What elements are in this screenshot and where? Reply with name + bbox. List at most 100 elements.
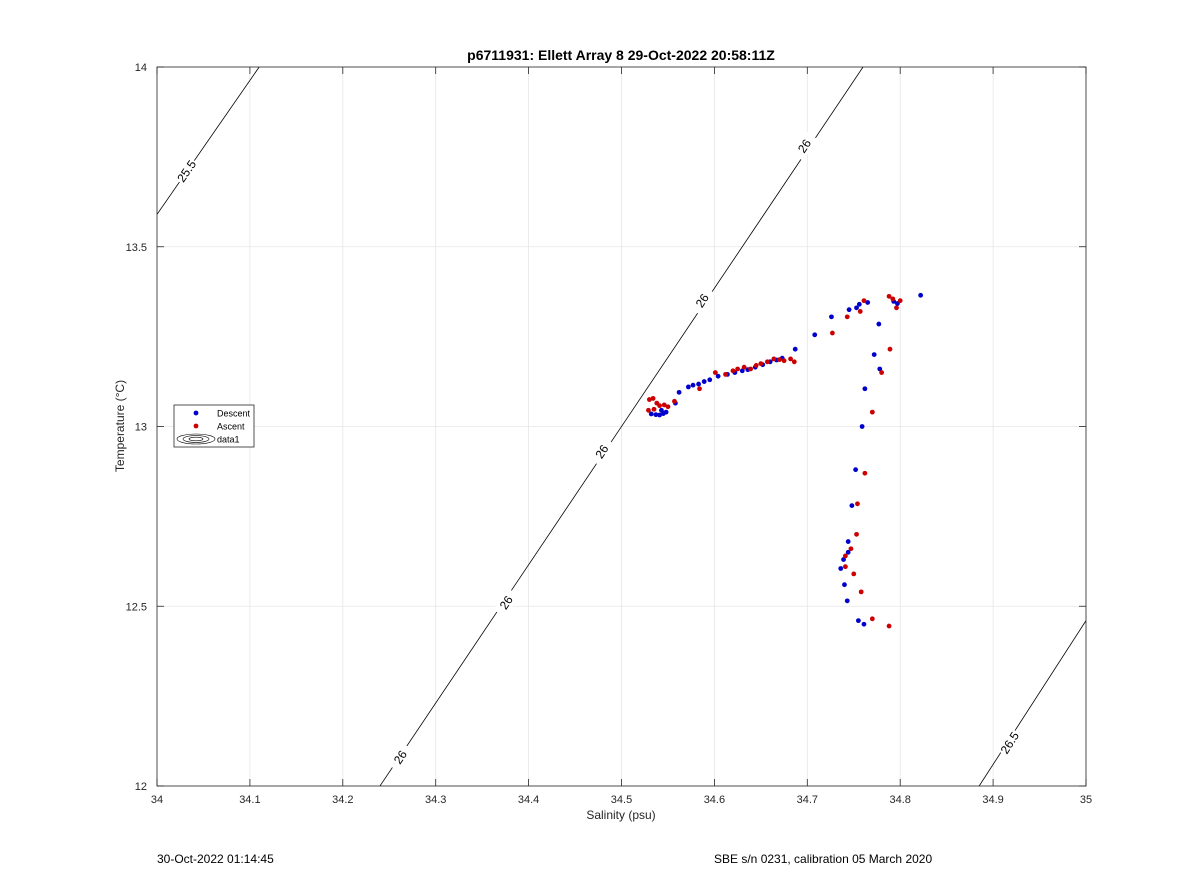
ascent-point	[723, 371, 728, 377]
x-tick-label: 35	[1080, 794, 1092, 806]
contour-label-bg	[689, 285, 716, 316]
descent-point	[838, 566, 844, 571]
ascent-point	[897, 298, 903, 304]
legend-marker-ascent	[193, 423, 199, 429]
x-tick-label: 34.1	[239, 794, 260, 806]
descent-point	[659, 407, 664, 413]
footer-calibration: SBE s/n 0231, calibration 05 March 2020	[714, 852, 933, 866]
ascent-point	[858, 589, 864, 595]
ascent-point	[791, 359, 797, 365]
descent-point	[845, 549, 851, 555]
x-axis-label: Salinity (psu)	[586, 808, 655, 822]
ascent-point	[857, 309, 863, 314]
ascent-point	[651, 406, 657, 412]
ascent-point	[646, 397, 652, 402]
descent-point	[877, 366, 883, 372]
legend-marker-descent	[193, 410, 199, 416]
descent-point	[657, 412, 662, 418]
descent-point	[842, 582, 847, 588]
y-tick-label: 13	[135, 422, 147, 434]
contour-label-bg	[791, 131, 818, 161]
descent-point	[918, 292, 924, 298]
descent-point	[707, 377, 713, 383]
axis-ticks: 34 34.1 34.2 34.3 34.4 34.5 34.6 34.7 34.8 34.9 35…	[126, 62, 1093, 806]
x-tick-label: 34.9	[982, 794, 1003, 806]
ascent-point	[842, 553, 848, 559]
ascent-point	[854, 531, 859, 537]
legend[interactable]: Descent Ascent data1	[173, 404, 255, 448]
ascent-point	[842, 564, 848, 570]
contour-label-bg	[996, 728, 1023, 758]
descent-point	[862, 386, 868, 392]
x-tick-label: 34.7	[797, 794, 818, 806]
chart-title: p6711931: Ellett Array 8 29-Oct-2022 20:…	[467, 47, 775, 63]
contour-label-bg	[387, 742, 414, 772]
ascent-point	[855, 501, 860, 507]
ascent-point	[861, 298, 867, 304]
descent-point	[696, 381, 702, 387]
ascent-point	[771, 356, 777, 362]
descent-point	[739, 368, 745, 374]
descent-point	[829, 314, 834, 320]
density-contour-line	[157, 67, 260, 215]
ascent-point	[890, 296, 896, 302]
descent-point	[855, 618, 861, 624]
descent-point	[648, 411, 654, 417]
ascent-point	[657, 403, 662, 409]
density-contour-line	[379, 67, 864, 786]
contour-label-bg	[493, 587, 520, 618]
descent-point	[861, 621, 867, 627]
descent-point	[854, 305, 859, 311]
ascent-point	[781, 358, 787, 364]
ascent-point	[753, 362, 759, 368]
y-axis-label: Temperature (°C)	[113, 380, 127, 472]
ascent-point	[697, 386, 702, 392]
data-points	[646, 292, 924, 629]
y-tick-label: 12	[135, 781, 147, 793]
y-tick-label: 12.5	[126, 601, 147, 613]
contour-label-bg	[588, 436, 616, 467]
ascent-point	[829, 330, 835, 336]
x-tick-label: 34.4	[518, 794, 539, 806]
ascent-point	[748, 366, 754, 372]
ascent-point	[869, 616, 875, 622]
ascent-point	[848, 546, 854, 552]
descent-point	[701, 379, 707, 384]
ascent-point	[646, 407, 651, 413]
ascent-point	[844, 314, 850, 320]
x-tick-label: 34.5	[611, 794, 632, 806]
descent-point	[715, 373, 721, 379]
legend-box	[173, 404, 255, 448]
descent-point	[871, 352, 877, 357]
ascent-point	[741, 364, 747, 370]
ascent-point	[735, 366, 741, 372]
descent-point	[859, 424, 865, 429]
ascent-point	[894, 305, 899, 311]
descent-point	[676, 389, 682, 395]
descent-point	[865, 300, 871, 305]
ascent-point	[879, 370, 885, 375]
descent-point	[846, 307, 852, 313]
ascent-point	[851, 571, 857, 577]
ascent-point	[788, 356, 793, 362]
legend-label-ascent: Ascent	[217, 422, 245, 432]
ascent-point	[661, 402, 667, 408]
descent-point	[841, 557, 846, 562]
x-tick-label: 34	[151, 794, 163, 806]
footer-timestamp: 30-Oct-2022 01:14:45	[157, 852, 274, 866]
legend-contour-icon	[176, 433, 216, 445]
ascent-point	[764, 359, 770, 365]
y-tick-label: 13.5	[126, 242, 147, 254]
ascent-point	[758, 361, 764, 366]
ascent-point	[672, 398, 677, 404]
ascent-point	[665, 404, 671, 410]
descent-point	[653, 412, 659, 418]
descent-point	[876, 321, 882, 327]
legend-label-data1: data1	[217, 435, 240, 445]
descent-point	[856, 301, 862, 307]
ascent-point	[886, 293, 892, 299]
descent-point	[853, 467, 859, 473]
descent-point	[844, 598, 850, 604]
x-tick-label: 34.8	[889, 794, 910, 806]
